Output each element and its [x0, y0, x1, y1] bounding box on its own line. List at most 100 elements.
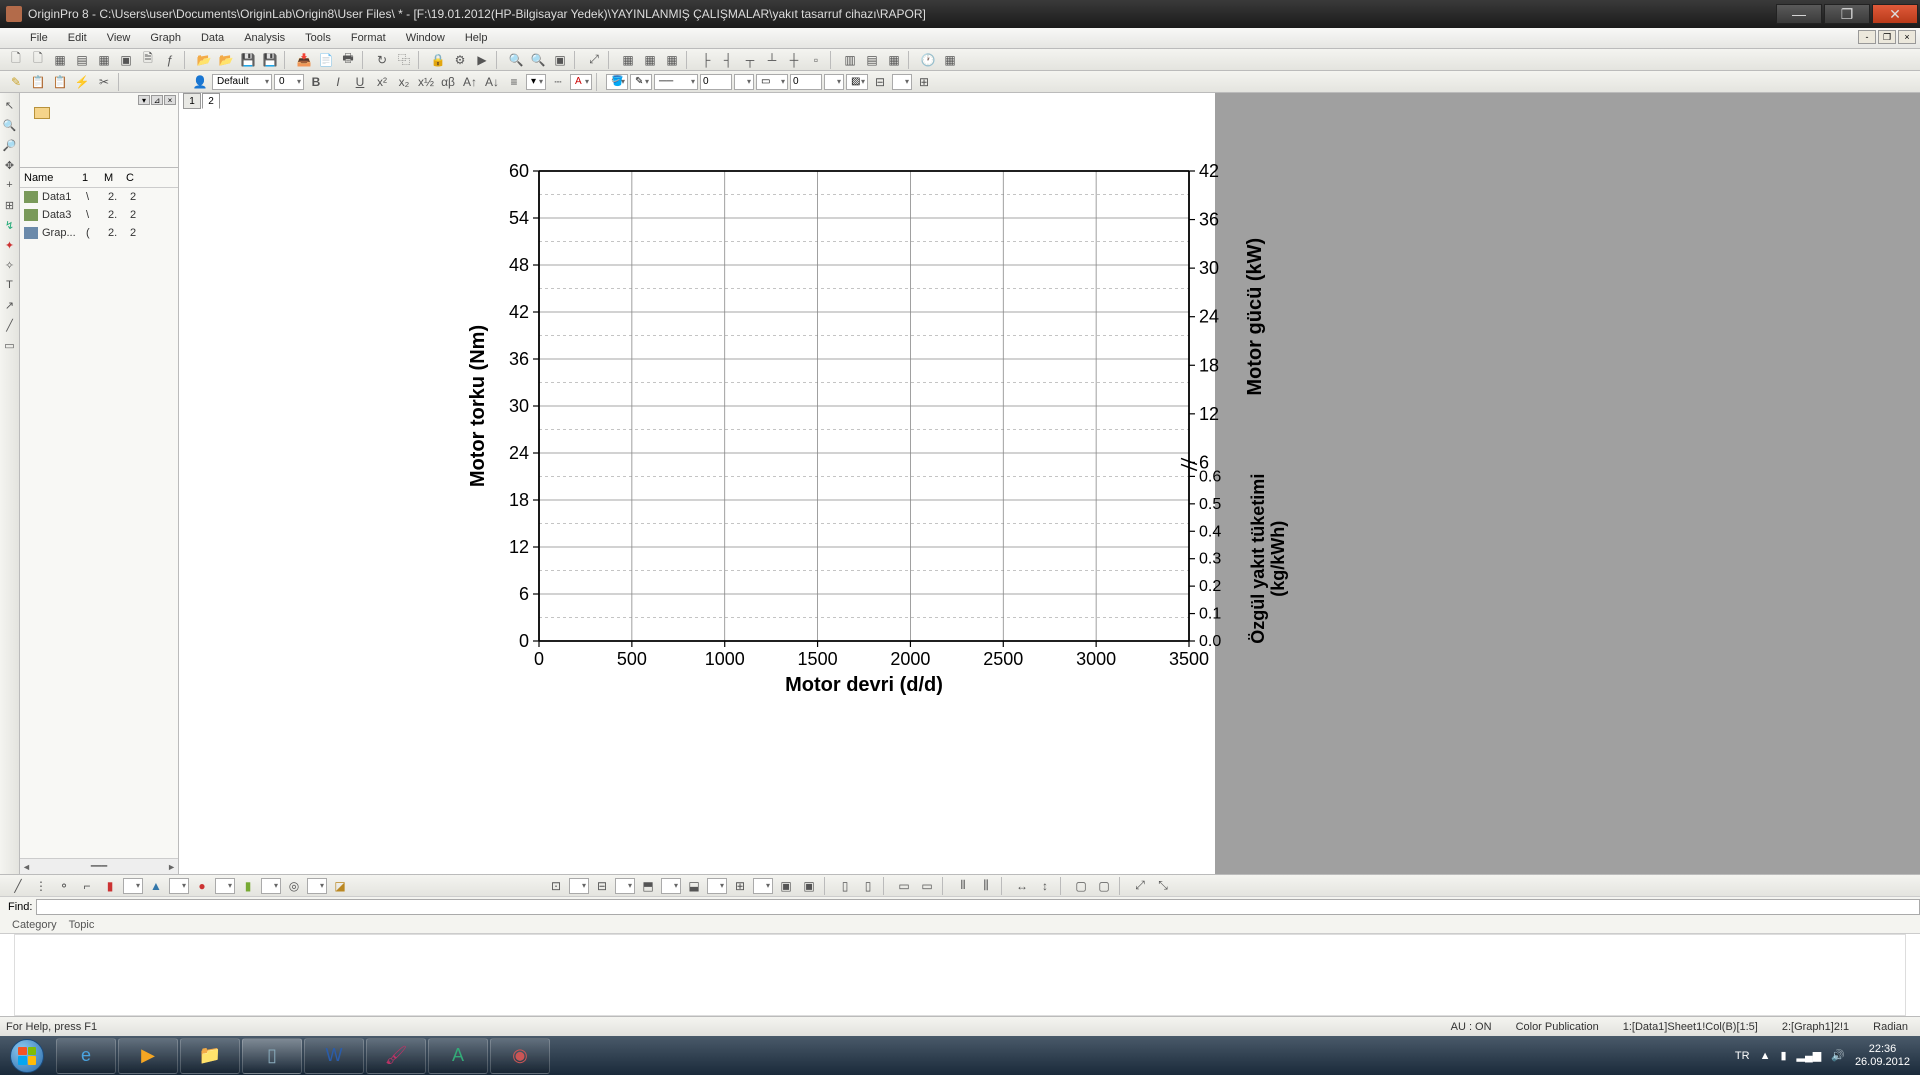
align-mid-icon[interactable]: ▭ [917, 877, 937, 895]
align-top-icon[interactable]: ▭ [894, 877, 914, 895]
print-icon[interactable]: 🖶 [338, 51, 358, 69]
grid-v-icon[interactable]: ⊞ [914, 73, 934, 91]
tray-clock[interactable]: 22:3626.09.2012 [1855, 1043, 1910, 1069]
folder-icon[interactable] [34, 107, 50, 119]
taskbar-app2-icon[interactable]: 🖌 [366, 1038, 426, 1074]
mdi-restore[interactable]: ❐ [1878, 30, 1896, 44]
copy-format-icon[interactable]: 📋 [28, 73, 48, 91]
pointer-tool-icon[interactable]: ↖ [2, 97, 18, 113]
grid-h-icon[interactable]: ⊟ [870, 73, 890, 91]
taskbar-media-icon[interactable]: ▶ [118, 1038, 178, 1074]
left-axis-icon[interactable]: ├ [696, 51, 716, 69]
linked-axis-icon[interactable]: ┼ [784, 51, 804, 69]
bold-icon[interactable]: B [306, 73, 326, 91]
align-l-icon[interactable]: ▣ [776, 877, 796, 895]
find-input[interactable] [36, 899, 1920, 915]
arrow-combo[interactable]: ▾ [526, 74, 546, 90]
dist-h-icon[interactable]: ⫴ [953, 877, 973, 895]
mdi-close[interactable]: × [1898, 30, 1916, 44]
zoom-in-icon[interactable]: 🔍 [506, 51, 526, 69]
panel-dock-icon[interactable]: ▾ [138, 95, 150, 105]
menu-analysis[interactable]: Analysis [234, 32, 295, 44]
mask-tool-icon[interactable]: ✧ [2, 257, 18, 273]
paste-format-icon[interactable]: 📋 [50, 73, 70, 91]
fit-layer-icon[interactable]: ▢ [1094, 877, 1114, 895]
same-h-icon[interactable]: ↕ [1035, 877, 1055, 895]
open-icon[interactable]: 📂 [194, 51, 214, 69]
area-plot-icon[interactable]: ▲ [146, 877, 166, 895]
panel-scrollbar[interactable]: ◄━━━► [20, 858, 178, 874]
close-button[interactable]: ✕ [1872, 4, 1918, 24]
add-layer-icon[interactable]: ▦ [618, 51, 638, 69]
pattern-combo[interactable]: ▨ [846, 74, 868, 90]
whole-page-icon[interactable]: ▣ [550, 51, 570, 69]
screen-reader-icon[interactable]: ⊞ [2, 197, 18, 213]
line-style-combo[interactable]: ── [654, 74, 698, 90]
col-category[interactable]: Category [12, 919, 57, 931]
dd-p4[interactable] [261, 878, 281, 894]
minimize-button[interactable]: — [1776, 4, 1822, 24]
dash-icon[interactable]: ┄ [548, 73, 568, 91]
tray-volume-icon[interactable]: 🔊 [1831, 1049, 1845, 1062]
palette-icon[interactable]: ▦ [940, 51, 960, 69]
menu-tools[interactable]: Tools [295, 32, 341, 44]
pencil-icon[interactable]: ✎ [6, 73, 26, 91]
style-combo[interactable]: Default [212, 74, 272, 90]
align-center-icon[interactable]: ▯ [858, 877, 878, 895]
open-template-icon[interactable]: 📂 [216, 51, 236, 69]
border-width-input[interactable] [790, 74, 822, 90]
line-symbol-icon[interactable]: ⚬ [54, 877, 74, 895]
dd-g5[interactable] [753, 878, 773, 894]
group-icon[interactable]: ⊡ [546, 877, 566, 895]
line-width-input[interactable] [700, 74, 732, 90]
clock-icon[interactable]: 🕐 [918, 51, 938, 69]
rescale-icon[interactable]: ⤢ [584, 51, 604, 69]
right-axis-icon[interactable]: ┤ [718, 51, 738, 69]
dist-v-icon[interactable]: ⫼ [976, 877, 996, 895]
subscript-icon[interactable]: x₂ [394, 73, 414, 91]
dd2[interactable] [824, 74, 844, 90]
font-dec-icon[interactable]: A↓ [482, 73, 502, 91]
snap-icon[interactable]: ⊞ [730, 877, 750, 895]
col-topic[interactable]: Topic [69, 919, 95, 931]
row-icon[interactable]: ▤ [862, 51, 882, 69]
menu-view[interactable]: View [97, 32, 141, 44]
code-builder-icon[interactable]: ⚙ [450, 51, 470, 69]
3d-plot-icon[interactable]: ◪ [330, 877, 350, 895]
column-plot-icon[interactable]: ▮ [100, 877, 120, 895]
align-r-icon[interactable]: ▣ [799, 877, 819, 895]
import-ascii-icon[interactable]: 📄 [316, 51, 336, 69]
start-button[interactable] [0, 1037, 54, 1075]
align-left-icon[interactable]: ▯ [835, 877, 855, 895]
dd-g2[interactable] [615, 878, 635, 894]
col-1[interactable]: 1 [78, 172, 100, 184]
taskbar-origin-icon[interactable]: ◉ [490, 1038, 550, 1074]
line-tool-icon[interactable]: ╱ [2, 317, 18, 333]
theme-icon[interactable]: 👤 [190, 73, 210, 91]
col-c[interactable]: C [122, 172, 138, 184]
col-name[interactable]: Name [20, 172, 78, 184]
taskbar-app3-icon[interactable]: A [428, 1038, 488, 1074]
arrow-tool-icon[interactable]: ↗ [2, 297, 18, 313]
import-wizard-icon[interactable]: 📥 [294, 51, 314, 69]
extract-layers-icon[interactable]: ▦ [640, 51, 660, 69]
tray-lang[interactable]: TR [1735, 1050, 1750, 1062]
new-workbook-icon[interactable]: 🗋 [28, 51, 48, 69]
front-icon[interactable]: ⬒ [638, 877, 658, 895]
menu-edit[interactable]: Edit [58, 32, 97, 44]
column-icon[interactable]: ▥ [840, 51, 860, 69]
shrink-icon[interactable]: ⤡ [1153, 877, 1173, 895]
dd-g4[interactable] [707, 878, 727, 894]
same-w-icon[interactable]: ↔ [1012, 877, 1032, 895]
taskbar-ie-icon[interactable]: e [56, 1038, 116, 1074]
merge-icon[interactable]: ▦ [662, 51, 682, 69]
font-color-icon[interactable]: A [570, 74, 592, 90]
dd-p1[interactable] [123, 878, 143, 894]
zoom-out-icon[interactable]: 🔍 [528, 51, 548, 69]
superscript-icon[interactable]: x² [372, 73, 392, 91]
taskbar-explorer-icon[interactable]: 📁 [180, 1038, 240, 1074]
border-combo[interactable]: ▭ [756, 74, 788, 90]
dd-p3[interactable] [215, 878, 235, 894]
cut-icon[interactable]: ✂ [94, 73, 114, 91]
list-item[interactable]: Data3\2.2 [20, 206, 178, 224]
